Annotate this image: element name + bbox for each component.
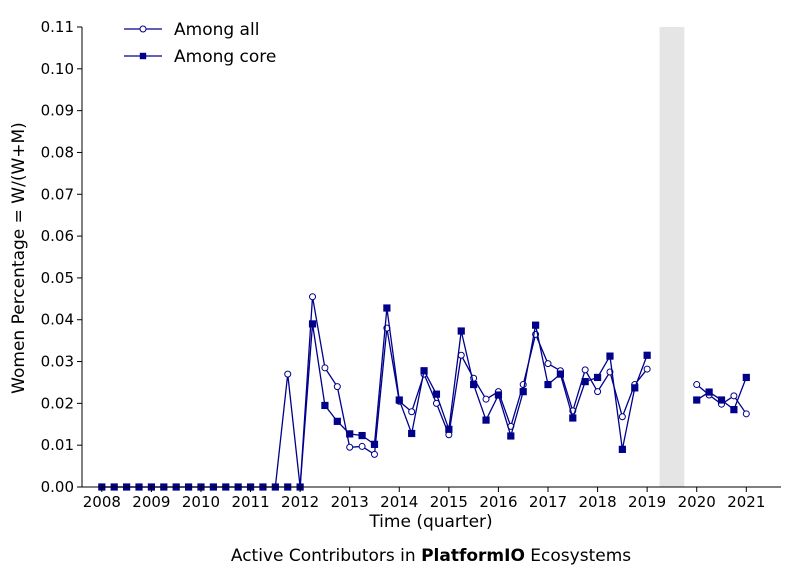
y-tick-label: 0.03 [41, 353, 74, 371]
legend-label: Among all [174, 20, 259, 40]
x-tick-label: 2015 [430, 493, 468, 511]
series-line [101, 307, 648, 488]
data-point [395, 396, 403, 404]
data-point [544, 380, 552, 389]
data-point [482, 395, 490, 403]
data-point [742, 373, 750, 382]
data-point [370, 450, 378, 458]
data-point [693, 381, 701, 389]
caption-project-name: PlatformIO [421, 546, 525, 566]
caption-prefix: Active Contributors in [230, 546, 422, 566]
y-tick-label: 0.02 [41, 394, 74, 412]
data-point [321, 401, 329, 410]
series-layer [98, 293, 750, 491]
data-point [408, 408, 416, 416]
data-point [346, 443, 354, 451]
caption-suffix: Ecosystems [524, 546, 632, 566]
data-point [519, 388, 527, 396]
x-tick-label: 2020 [678, 493, 716, 511]
y-tick-label: 0.09 [41, 102, 74, 120]
data-point [321, 364, 329, 372]
y-tick-label: 0.05 [41, 269, 74, 287]
axes: 2008 2009 2010 2011 2012 2013 2014 2015 2016 2017… [41, 18, 781, 511]
figure-caption: Active Contributors in PlatformIO Ecosys… [0, 546, 792, 566]
x-tick-label: 2016 [479, 493, 517, 511]
y-tick-label: 0.00 [41, 478, 74, 496]
x-tick-label: 2012 [281, 493, 319, 511]
data-point [556, 370, 564, 378]
x-tick-label: 2019 [628, 493, 666, 511]
data-point [581, 378, 589, 386]
data-point [544, 360, 552, 368]
data-point [420, 367, 428, 375]
data-point [457, 351, 465, 359]
data-point [470, 380, 478, 389]
data-point [445, 425, 453, 433]
x-tick-label: 2011 [231, 493, 269, 511]
data-point [432, 390, 441, 398]
data-point [593, 373, 602, 382]
x-tick-label: 2021 [727, 493, 765, 511]
series-1 [98, 293, 750, 491]
y-tick-label: 0.08 [41, 143, 74, 161]
data-point [717, 396, 726, 404]
y-tick-label: 0.07 [41, 185, 74, 203]
series-2 [98, 304, 750, 491]
x-axis-title: Time (quarter) [368, 512, 492, 532]
data-point [569, 414, 577, 422]
data-point [457, 327, 465, 335]
y-tick-label: 0.04 [41, 311, 74, 329]
legend-label: Among core [174, 47, 276, 67]
data-point [482, 416, 490, 424]
data-point [643, 365, 651, 373]
y-axis-title: Women Percentage = W/(W+M) [9, 122, 29, 394]
data-point [705, 388, 713, 396]
y-tick-label: 0.06 [41, 227, 74, 245]
data-point [742, 410, 750, 418]
data-point [358, 431, 366, 440]
legend-marker [139, 52, 147, 60]
data-point [308, 320, 317, 328]
legend-marker [139, 25, 147, 33]
data-point [494, 391, 503, 399]
data-point [631, 384, 639, 392]
data-point [408, 429, 416, 438]
data-point [284, 370, 292, 378]
data-point [507, 432, 515, 440]
x-tick-label: 2018 [578, 493, 616, 511]
data-point [693, 396, 701, 404]
data-point [532, 321, 540, 329]
data-point [594, 388, 602, 396]
x-tick-label: 2008 [83, 493, 121, 511]
x-tick-label: 2010 [182, 493, 220, 511]
data-point [383, 304, 391, 312]
data-point [309, 293, 317, 301]
y-tick-label: 0.01 [41, 436, 74, 454]
data-point [370, 440, 379, 448]
y-tick-label: 0.10 [41, 60, 74, 78]
data-point [358, 442, 366, 450]
data-point [333, 383, 341, 391]
shaded-span [659, 27, 685, 487]
x-tick-label: 2013 [331, 493, 369, 511]
data-point [730, 406, 738, 414]
data-point [333, 417, 341, 425]
x-tick-label: 2009 [132, 493, 170, 511]
data-point [581, 366, 589, 374]
x-tick-label: 2017 [529, 493, 567, 511]
y-tick-label: 0.11 [41, 18, 74, 36]
shaded-gap-region [659, 27, 685, 487]
data-point [618, 445, 626, 453]
legend: Among all Among core [124, 20, 276, 67]
data-point [643, 351, 651, 359]
data-point [730, 392, 738, 400]
data-point [346, 430, 354, 438]
data-point [606, 352, 614, 360]
data-point [618, 413, 626, 421]
x-tick-label: 2014 [380, 493, 418, 511]
